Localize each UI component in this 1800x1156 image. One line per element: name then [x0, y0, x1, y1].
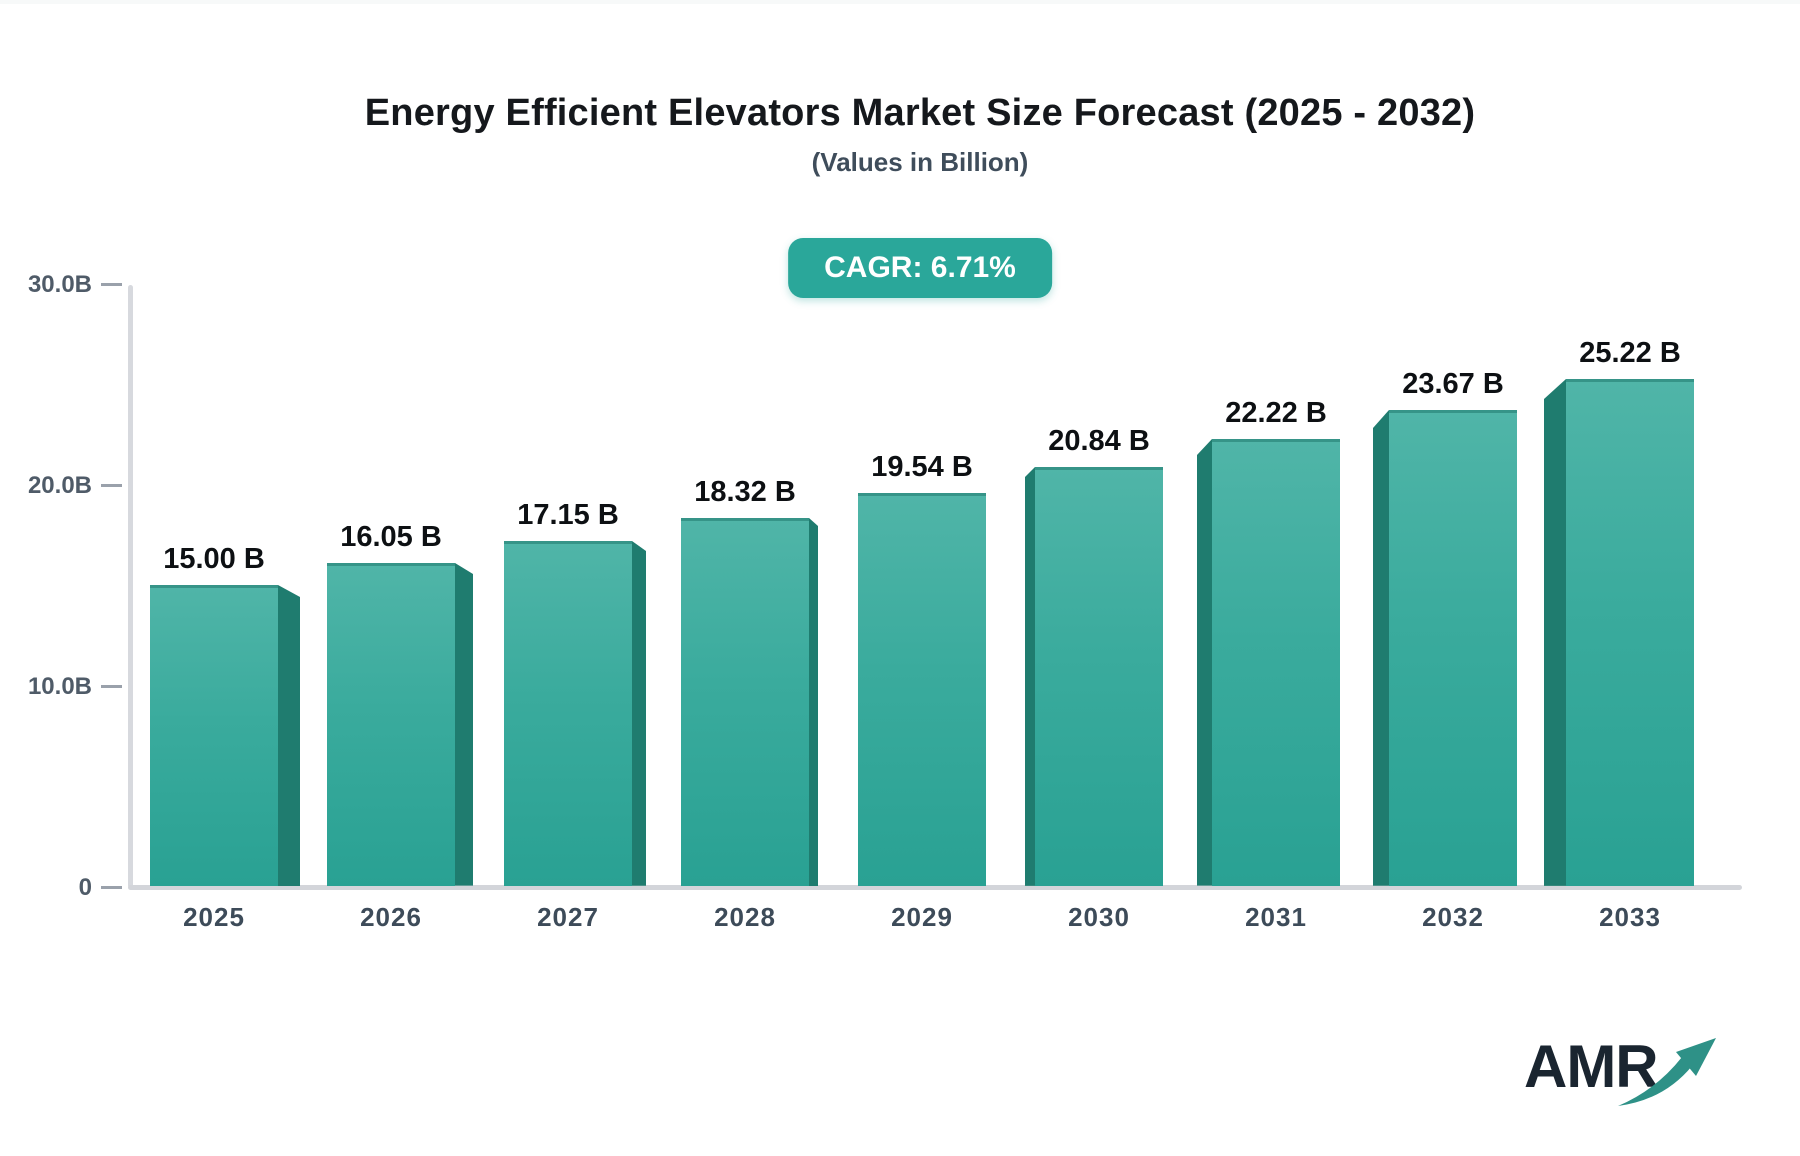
bar-side-face-2025 [278, 584, 300, 886]
chart-header: Energy Efficient Elevators Market Size F… [40, 0, 1800, 320]
x-axis-label-2027: 2027 [537, 902, 599, 932]
bar-value-label-2025: 15.00 B [163, 542, 265, 575]
y-axis-tick-mark [101, 886, 122, 889]
amr-logo-text: AMR [1524, 1033, 1659, 1100]
y-axis-tick-mark [101, 685, 122, 688]
y-axis-tick-label: 20.0B [27, 472, 92, 499]
bar-2025 [150, 584, 278, 886]
x-axis-label-2026: 2026 [360, 902, 422, 932]
bar-value-label-2028: 18.32 B [694, 475, 796, 508]
bar-value-label-2032: 23.67 B [1402, 368, 1504, 401]
bar-side-face-2027 [632, 541, 646, 886]
y-axis-tick-label: 10.0B [27, 673, 92, 700]
bar-side-face-2032 [1373, 410, 1389, 886]
bar-side-face-2028 [809, 517, 818, 886]
y-axis-tick-label: 30.0B [27, 271, 92, 298]
bar-2028 [681, 517, 809, 886]
bar-value-label-2029: 19.54 B [871, 451, 973, 484]
y-axis-tick-mark [101, 484, 122, 487]
bar-2026 [327, 563, 455, 886]
bar-side-face-2033 [1544, 379, 1566, 886]
bar-side-face-2030 [1025, 467, 1035, 886]
x-axis-label-2031: 2031 [1245, 902, 1307, 932]
chart-title: Energy Efficient Elevators Market Size F… [364, 92, 1476, 134]
bar-value-label-2030: 20.84 B [1048, 425, 1150, 458]
cagr-badge: CAGR: 6.71% [788, 238, 1052, 298]
y-axis-tick-label: 0 [78, 874, 92, 901]
x-axis-label-2030: 2030 [1068, 902, 1130, 932]
bar-2030 [1035, 467, 1163, 886]
x-axis-line [128, 885, 1742, 890]
growth-arrow-icon [1618, 1038, 1716, 1106]
bar-side-face-2026 [455, 563, 473, 886]
bar-2032 [1389, 410, 1517, 886]
amr-logo: AMR [1524, 1026, 1734, 1116]
bar-value-label-2027: 17.15 B [517, 499, 619, 532]
bar-side-face-2031 [1197, 439, 1212, 886]
x-axis-label-2032: 2032 [1422, 902, 1484, 932]
x-axis-label-2029: 2029 [891, 902, 953, 932]
top-edge-strip [0, 0, 1800, 4]
x-axis-label-2028: 2028 [714, 902, 776, 932]
bar-value-label-2033: 25.22 B [1579, 337, 1681, 370]
bar-value-label-2026: 16.05 B [340, 521, 442, 554]
y-axis-line [128, 285, 133, 888]
bar-2033 [1566, 379, 1694, 886]
y-axis-tick-mark [101, 283, 122, 286]
chart-subtitle: (Values in Billion) [811, 147, 1029, 177]
bar-2029 [858, 493, 986, 886]
x-axis-label-2033: 2033 [1599, 902, 1661, 932]
bar-2031 [1212, 439, 1340, 886]
bar-value-label-2031: 22.22 B [1225, 397, 1327, 430]
x-axis-label-2025: 2025 [183, 902, 245, 932]
bar-2027 [504, 541, 632, 886]
